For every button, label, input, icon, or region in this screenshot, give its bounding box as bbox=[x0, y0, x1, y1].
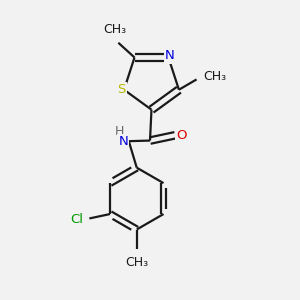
Text: CH₃: CH₃ bbox=[125, 256, 148, 269]
Text: O: O bbox=[176, 129, 187, 142]
Text: CH₃: CH₃ bbox=[203, 70, 226, 83]
Text: S: S bbox=[118, 83, 126, 96]
Text: N: N bbox=[118, 135, 128, 148]
Text: CH₃: CH₃ bbox=[103, 23, 126, 36]
Text: Cl: Cl bbox=[70, 213, 83, 226]
Text: N: N bbox=[165, 50, 175, 62]
Text: H: H bbox=[115, 124, 124, 138]
